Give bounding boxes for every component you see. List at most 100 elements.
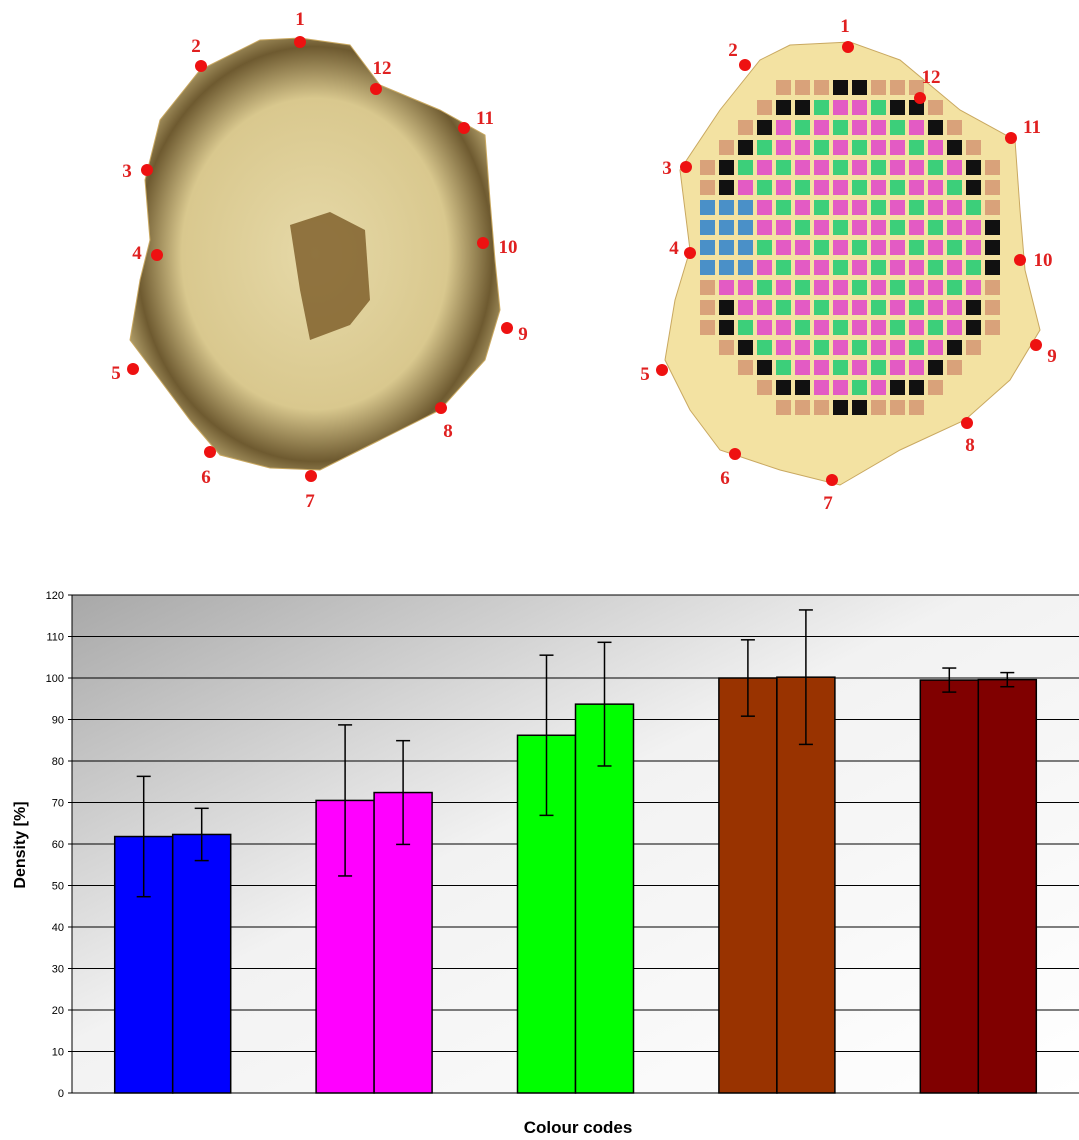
color-square [814, 220, 829, 235]
color-square [814, 260, 829, 275]
marker-label: 2 [728, 40, 738, 61]
color-square [795, 100, 810, 115]
color-square [871, 380, 886, 395]
color-square [757, 240, 772, 255]
color-square [890, 320, 905, 335]
color-square [966, 240, 981, 255]
marker-label: 10 [499, 237, 518, 258]
color-square [738, 120, 753, 135]
color-square [947, 240, 962, 255]
color-square [700, 260, 715, 275]
color-square [947, 340, 962, 355]
y-tick-label: 80 [52, 756, 64, 768]
color-square [776, 220, 791, 235]
color-square [909, 360, 924, 375]
color-square [795, 160, 810, 175]
color-square [909, 180, 924, 195]
bar [920, 680, 978, 1093]
color-square [833, 80, 848, 95]
color-square [966, 280, 981, 295]
color-square [757, 120, 772, 135]
color-square [776, 380, 791, 395]
color-square [719, 260, 734, 275]
color-square [928, 100, 943, 115]
color-square [776, 140, 791, 155]
marker-label: 11 [476, 108, 494, 129]
color-square [700, 320, 715, 335]
color-square [757, 300, 772, 315]
color-square [928, 240, 943, 255]
color-square [890, 240, 905, 255]
color-square [795, 140, 810, 155]
color-square [852, 280, 867, 295]
color-square [871, 300, 886, 315]
color-square [757, 380, 772, 395]
color-square [871, 360, 886, 375]
color-square [776, 200, 791, 215]
figure: 123456789101112123456789101112 010203040… [0, 0, 1079, 1140]
marker-label: 12 [373, 58, 392, 79]
y-tick-label: 20 [52, 1005, 64, 1017]
color-square [871, 80, 886, 95]
color-square [890, 200, 905, 215]
y-tick-label: 0 [58, 1088, 64, 1100]
color-square [719, 220, 734, 235]
color-square [833, 360, 848, 375]
color-square [776, 180, 791, 195]
color-square [814, 300, 829, 315]
marker-label: 8 [965, 435, 975, 456]
color-square [833, 160, 848, 175]
y-tick-label: 30 [52, 964, 64, 976]
y-tick-label: 110 [46, 632, 64, 644]
marker-dot [151, 249, 163, 261]
color-square [776, 120, 791, 135]
color-square [795, 320, 810, 335]
color-square [852, 360, 867, 375]
color-square [776, 300, 791, 315]
color-square [890, 140, 905, 155]
marker-label: 6 [201, 467, 211, 488]
color-square [776, 240, 791, 255]
color-square [833, 260, 848, 275]
color-square [928, 320, 943, 335]
color-square [757, 360, 772, 375]
color-square [814, 380, 829, 395]
color-square [890, 80, 905, 95]
color-square [890, 100, 905, 115]
color-square [833, 380, 848, 395]
color-square [757, 160, 772, 175]
color-square [871, 260, 886, 275]
color-square [719, 320, 734, 335]
color-square [985, 180, 1000, 195]
color-square [909, 260, 924, 275]
color-square [795, 340, 810, 355]
color-square [871, 280, 886, 295]
marker-dot [204, 446, 216, 458]
marker-dot [370, 83, 382, 95]
color-square [947, 320, 962, 335]
color-square [776, 280, 791, 295]
color-square [852, 300, 867, 315]
color-square [814, 80, 829, 95]
color-square [966, 160, 981, 175]
color-square [985, 240, 1000, 255]
color-square [719, 180, 734, 195]
marker-label: 4 [669, 238, 679, 259]
bar [173, 834, 231, 1093]
color-square [833, 300, 848, 315]
marker-dot [961, 417, 973, 429]
color-square [928, 300, 943, 315]
color-square [833, 320, 848, 335]
color-square [795, 120, 810, 135]
y-tick-label: 50 [52, 881, 64, 893]
color-square [890, 120, 905, 135]
color-square [909, 120, 924, 135]
color-square [833, 200, 848, 215]
color-square [795, 360, 810, 375]
color-square [833, 180, 848, 195]
color-square [871, 340, 886, 355]
marker-dot [1030, 339, 1042, 351]
color-square [738, 320, 753, 335]
marker-label: 1 [840, 16, 850, 37]
marker-label: 1 [295, 9, 305, 30]
